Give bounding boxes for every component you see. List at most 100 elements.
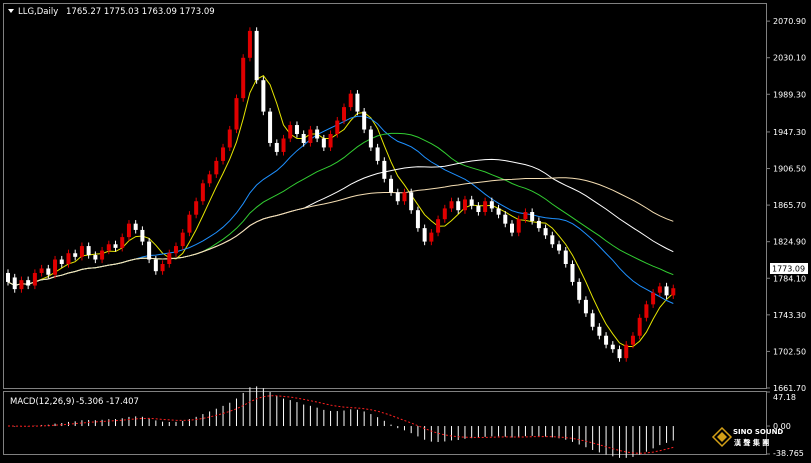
price-tick-label: 1865.70 xyxy=(773,201,806,210)
price-tick-label: 1743.30 xyxy=(773,311,806,320)
candle-down xyxy=(46,268,51,275)
candle-down xyxy=(570,264,575,282)
macd-panel: 47.18 0.00 -38.765 xyxy=(7,386,804,458)
candle-down xyxy=(610,344,615,350)
candle-up xyxy=(657,286,662,293)
candle-up xyxy=(342,107,346,121)
candle-down xyxy=(530,212,535,221)
price-tick-label: 1989.30 xyxy=(773,90,806,99)
candle-up xyxy=(308,129,313,143)
candle-up xyxy=(462,199,467,211)
candle-up xyxy=(644,304,649,318)
candle-down xyxy=(550,235,555,245)
candle-down xyxy=(375,147,380,161)
main-panel-frame xyxy=(3,3,767,389)
candle-down xyxy=(26,280,31,286)
logo-line1: SINO SOUND xyxy=(733,428,783,436)
candle-up xyxy=(227,129,232,148)
price-tick-label: 1824.90 xyxy=(773,238,806,247)
candle-down xyxy=(147,241,152,260)
macd-tick-label: -38.765 xyxy=(773,449,804,458)
candle-down xyxy=(590,313,595,327)
candle-up xyxy=(200,183,205,202)
price-axis: 2070.90 2030.10 1989.30 1947.30 1906.50 1865.… xyxy=(766,17,806,393)
candle-down xyxy=(113,244,118,248)
candle-down xyxy=(583,299,588,314)
candle-up xyxy=(32,272,37,286)
dropdown-arrow-icon[interactable] xyxy=(8,9,14,13)
price-tick-label: 2030.10 xyxy=(773,54,806,63)
symbol-timeframe: LLG,Daily xyxy=(18,7,58,17)
candle-up xyxy=(180,232,185,247)
candle-down xyxy=(489,201,494,209)
logo-diamond-icon xyxy=(711,426,733,448)
candle-up xyxy=(39,268,44,273)
candle-down xyxy=(395,192,400,202)
candle-up xyxy=(523,212,528,220)
candle-down xyxy=(503,214,508,224)
candle-down xyxy=(59,259,64,265)
candle-up xyxy=(241,57,246,99)
candle-down xyxy=(321,138,326,148)
candle-down xyxy=(261,80,266,112)
candle-down xyxy=(93,255,98,260)
candle-up xyxy=(106,244,111,251)
ma-green-line xyxy=(7,132,674,287)
candle-up xyxy=(281,138,286,152)
candle-down xyxy=(604,335,609,345)
candle-down xyxy=(294,125,299,135)
candle-down xyxy=(73,253,78,257)
candle-up xyxy=(671,288,676,296)
candles xyxy=(6,27,676,362)
candle-down xyxy=(133,223,138,230)
moving-averages xyxy=(7,75,674,347)
candle-down xyxy=(274,142,279,152)
current-price-box xyxy=(770,263,808,274)
candle-up xyxy=(79,246,84,257)
macd-panel-frame xyxy=(3,391,767,455)
candle-up xyxy=(19,280,24,290)
candle-up xyxy=(207,174,212,184)
macd-values: -5.306 -17.407 xyxy=(76,397,139,407)
price-tick-label: 1947.30 xyxy=(773,128,806,137)
candle-down xyxy=(415,210,420,229)
candle-up xyxy=(194,201,199,215)
candle-down xyxy=(268,111,273,143)
candle-up xyxy=(348,93,353,108)
ohlc-values: 1765.27 1775.03 1763.09 1773.09 xyxy=(66,7,215,17)
candle-down xyxy=(86,246,91,256)
candle-down xyxy=(456,201,461,211)
candle-down xyxy=(543,228,548,236)
candle-down xyxy=(476,205,481,213)
macd-label: MACD(12,26,9) xyxy=(10,397,75,407)
candle-down xyxy=(597,326,602,336)
logo-line2: 漢 聲 集 團 xyxy=(734,438,769,447)
candle-down xyxy=(6,272,10,282)
candle-up xyxy=(214,160,219,175)
candle-down xyxy=(382,160,387,179)
macd-tick-label: 0.00 xyxy=(773,422,791,431)
candle-down xyxy=(362,111,367,130)
candle-up xyxy=(288,125,293,139)
candle-down xyxy=(563,250,568,265)
candle-up xyxy=(328,134,333,148)
candle-up xyxy=(221,147,226,161)
candle-up xyxy=(160,264,165,272)
price-tick-label: 1784.10 xyxy=(773,274,806,283)
candle-up xyxy=(174,246,178,254)
candle-down xyxy=(557,244,562,251)
candle-up xyxy=(187,214,192,233)
candle-down xyxy=(409,192,414,211)
candle-down xyxy=(664,286,669,296)
candle-up xyxy=(167,253,172,265)
candle-down xyxy=(536,220,541,229)
candle-up xyxy=(651,292,656,305)
candle-up xyxy=(516,219,521,233)
price-tick-label: 1702.50 xyxy=(773,347,806,356)
candle-up xyxy=(449,201,454,209)
candle-up xyxy=(637,317,642,336)
candle-up xyxy=(247,30,252,58)
candle-up xyxy=(624,344,629,359)
candle-down xyxy=(469,199,474,206)
